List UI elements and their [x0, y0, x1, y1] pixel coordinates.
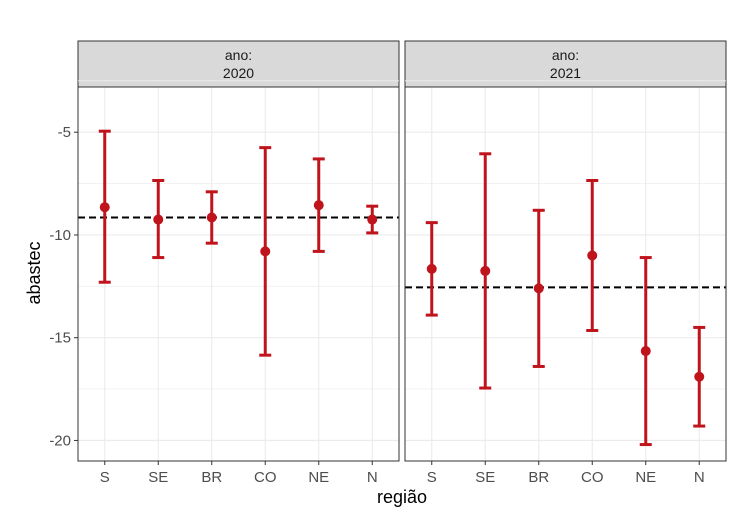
x-tick-label: S — [427, 469, 437, 486]
errorbar — [639, 256, 652, 447]
facet-strip-label: ano: — [552, 47, 579, 63]
errorbar — [586, 179, 599, 333]
facet-strip-value: 2021 — [550, 65, 581, 81]
facet-strip — [77, 40, 400, 88]
facet-strip — [404, 40, 727, 88]
x-tick-label: BR — [528, 469, 549, 486]
panel-background — [405, 87, 726, 461]
x-axis-title: região — [377, 487, 427, 507]
x-tick-label: SE — [148, 469, 168, 486]
x-tick-label: S — [100, 469, 110, 486]
x-tick-label: NE — [308, 469, 329, 486]
x-tick-label: BR — [201, 469, 222, 486]
errorbar — [98, 129, 111, 284]
x-tick-label: CO — [581, 469, 604, 486]
y-tick-label: -20 — [49, 432, 71, 449]
errorbar — [259, 146, 272, 357]
errorbar — [312, 157, 325, 253]
panel-border — [404, 86, 727, 462]
data-point — [367, 214, 378, 225]
y-tick-label: -10 — [49, 227, 71, 244]
errorbar — [479, 152, 492, 390]
y-tick-label: -15 — [49, 330, 71, 347]
y-tick-label: -5 — [58, 124, 71, 141]
facet-strip-label: ano: — [225, 47, 252, 63]
y-axis-title: abastec — [24, 241, 44, 304]
facet-panel: ano: 2021 S SE BR CO NE N — [404, 40, 727, 486]
data-point — [694, 371, 705, 382]
x-tick-label: SE — [475, 469, 495, 486]
data-point — [640, 346, 651, 357]
errorbar — [532, 208, 545, 368]
data-point — [313, 200, 324, 211]
panel-border — [77, 86, 400, 462]
errorbar — [205, 190, 218, 245]
data-point — [533, 283, 544, 294]
errorbar — [693, 325, 706, 428]
errorbar — [366, 204, 379, 235]
data-point — [480, 265, 491, 276]
x-tick-label: N — [694, 469, 705, 486]
panel-background — [78, 87, 399, 461]
errorbar — [425, 221, 438, 317]
data-point — [206, 212, 217, 223]
facet-strip-value: 2020 — [223, 65, 254, 81]
facet-panel: ano: 2020 S SE BR CO NE N — [77, 40, 400, 486]
data-point — [587, 250, 598, 261]
data-point — [99, 202, 110, 213]
x-tick-label: NE — [635, 469, 656, 486]
data-point — [426, 263, 437, 274]
data-point — [153, 214, 164, 225]
data-point — [260, 246, 271, 257]
x-tick-label: N — [367, 469, 378, 486]
x-tick-label: CO — [254, 469, 277, 486]
y-axis: -5 -10 -15 -20 — [49, 124, 78, 449]
errorbar — [152, 179, 165, 260]
